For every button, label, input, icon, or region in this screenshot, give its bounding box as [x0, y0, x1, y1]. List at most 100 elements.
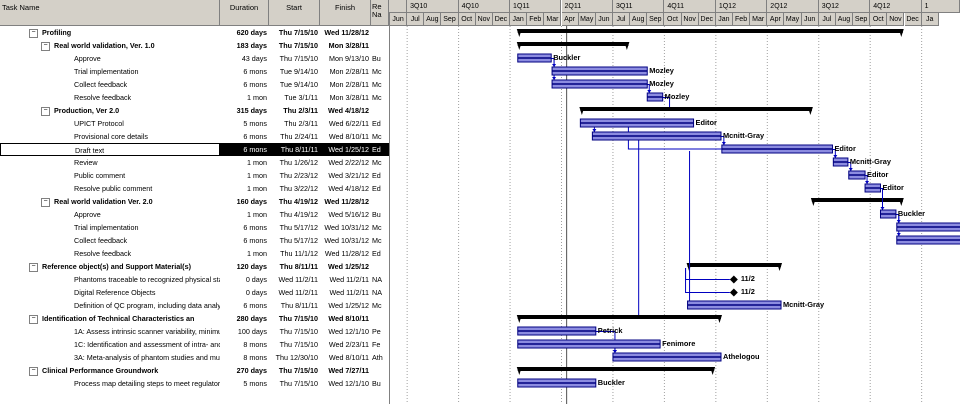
task-name-cell[interactable]: 1A: Assess intrinsic scanner variability… — [0, 325, 220, 338]
table-row[interactable]: Phantoms traceable to recognized physica… — [0, 273, 389, 286]
finish-cell[interactable]: Wed 12/1/10 — [328, 379, 369, 388]
collapse-icon[interactable]: − — [41, 197, 50, 207]
table-row[interactable]: Process map detailing steps to meet regu… — [0, 377, 389, 390]
resource-cell[interactable]: Mc — [372, 132, 382, 141]
resource-cell[interactable]: Mc — [372, 301, 382, 310]
table-row[interactable]: − Real world validation Ver. 2.0 160 days T… — [0, 195, 389, 208]
table-row[interactable]: Trial implementation 6 mons Tue 9/14/10 Mon… — [0, 65, 389, 78]
resource-cell[interactable] — [371, 26, 389, 39]
resource-cell[interactable]: Ed — [372, 249, 381, 258]
duration-cell[interactable]: 1 mon — [247, 93, 267, 102]
table-row[interactable]: − Production, Ver 2.0 315 days Thu 2/3/11 We… — [0, 104, 389, 117]
resource-cell[interactable]: Ed — [371, 143, 389, 156]
resource-cell[interactable]: Bu — [372, 54, 381, 63]
table-row[interactable]: − Profiling 620 days Thu 7/15/10 Wed 11/28/1… — [0, 26, 389, 39]
duration-cell[interactable]: 0 days — [245, 288, 267, 297]
duration-cell[interactable]: 1 mon — [247, 210, 267, 219]
table-row[interactable]: − Real world validation, Ver. 1.0 183 days… — [0, 39, 389, 52]
start-cell[interactable]: Thu 7/15/10 — [279, 379, 318, 388]
table-row[interactable]: 1C: Identification and assessment of int… — [0, 338, 389, 351]
start-cell[interactable]: Tue 3/1/11 — [284, 93, 318, 102]
start-cell[interactable]: Thu 7/15/10 — [278, 366, 318, 375]
finish-cell[interactable]: Wed 6/22/11 — [328, 119, 369, 128]
start-cell[interactable]: Thu 4/19/12 — [278, 197, 318, 206]
table-row[interactable]: Digital Reference Objects 0 days Wed 11/2/… — [0, 286, 389, 299]
task-name-cell[interactable]: Digital Reference Objects — [0, 286, 220, 299]
resource-cell[interactable]: Mc — [372, 93, 382, 102]
start-cell[interactable]: Thu 1/26/12 — [279, 158, 318, 167]
start-cell[interactable]: Thu 11/1/12 — [280, 249, 318, 258]
task-name-cell[interactable]: − Identification of Technical Characteris… — [0, 312, 220, 325]
finish-cell[interactable]: Wed 1/25/12 — [320, 143, 371, 156]
start-cell[interactable]: Tue 9/14/10 — [279, 67, 318, 76]
start-cell[interactable]: Wed 11/2/11 — [278, 288, 318, 297]
resource-cell[interactable]: NA — [372, 288, 382, 297]
task-name-cell[interactable]: Public comment — [0, 169, 220, 182]
task-name-cell[interactable]: − Real world validation, Ver. 1.0 — [0, 39, 220, 52]
resource-cell[interactable]: Mc — [372, 158, 382, 167]
task-name-cell[interactable]: Provisional core details — [0, 130, 220, 143]
duration-cell[interactable]: 620 days — [236, 28, 267, 37]
duration-cell[interactable]: 1 mon — [247, 158, 267, 167]
table-row[interactable]: UPICT Protocol 5 mons Thu 2/3/11 Wed 6/22/1… — [0, 117, 389, 130]
finish-cell[interactable]: Wed 5/16/12 — [328, 210, 369, 219]
task-name-cell[interactable]: Trial implementation — [0, 65, 220, 78]
resource-cell[interactable]: Mc — [372, 236, 382, 245]
collapse-icon[interactable]: − — [29, 314, 38, 324]
collapse-icon[interactable]: − — [29, 262, 38, 272]
start-cell[interactable]: Thu 7/15/10 — [278, 28, 318, 37]
start-cell[interactable]: Thu 8/11/11 — [269, 143, 320, 156]
finish-cell[interactable]: Wed 2/22/12 — [328, 158, 369, 167]
finish-cell[interactable]: Wed 7/27/11 — [328, 366, 369, 375]
col-header-duration[interactable]: Duration — [220, 0, 269, 26]
duration-cell[interactable]: 1 mon — [247, 171, 267, 180]
resource-cell[interactable]: Mc — [372, 223, 382, 232]
resource-cell[interactable] — [371, 260, 389, 273]
start-cell[interactable]: Thu 2/23/12 — [279, 171, 318, 180]
duration-cell[interactable]: 1 mon — [247, 249, 267, 258]
task-name-cell[interactable]: Trial implementation — [0, 221, 220, 234]
table-row[interactable]: Provisional core details 6 mons Thu 2/24/1… — [0, 130, 389, 143]
finish-cell[interactable]: Mon 2/28/11 — [329, 67, 369, 76]
resource-cell[interactable] — [371, 39, 389, 52]
collapse-icon[interactable]: − — [29, 366, 38, 376]
task-name-cell[interactable]: Approve — [0, 52, 220, 65]
resource-cell[interactable]: NA — [372, 275, 382, 284]
duration-cell[interactable]: 8 mons — [243, 340, 267, 349]
table-row[interactable]: Definition of QC program, including data… — [0, 299, 389, 312]
start-cell[interactable]: Thu 8/11/11 — [279, 262, 318, 271]
duration-cell[interactable]: 5 mons — [243, 379, 267, 388]
finish-cell[interactable]: Wed 2/23/11 — [328, 340, 369, 349]
resource-cell[interactable] — [371, 195, 389, 208]
duration-cell[interactable]: 6 mons — [220, 143, 269, 156]
task-name-cell[interactable]: − Real world validation Ver. 2.0 — [0, 195, 220, 208]
finish-cell[interactable]: Mon 3/28/11 — [329, 93, 369, 102]
start-cell[interactable]: Thu 4/19/12 — [279, 210, 318, 219]
collapse-icon[interactable]: − — [41, 41, 50, 51]
start-cell[interactable]: Wed 11/2/11 — [278, 275, 318, 284]
task-name-cell[interactable]: − Profiling — [0, 26, 220, 39]
duration-cell[interactable]: 6 mons — [243, 223, 267, 232]
duration-cell[interactable]: 160 days — [236, 197, 267, 206]
table-row[interactable]: Review 1 mon Thu 1/26/12 Wed 2/22/12 Mc — [0, 156, 389, 169]
task-name-cell[interactable]: − Clinical Performance Groundwork — [0, 364, 220, 377]
finish-cell[interactable]: Wed 11/2/11 — [329, 288, 369, 297]
task-name-cell[interactable]: 3A: Meta-analysis of phantom studies and… — [0, 351, 220, 364]
finish-cell[interactable]: Mon 2/28/11 — [329, 80, 369, 89]
finish-cell[interactable]: Wed 4/18/12 — [327, 106, 369, 115]
resource-cell[interactable]: Fe — [372, 340, 381, 349]
table-row[interactable]: Resolve public comment 1 mon Thu 3/22/12 We… — [0, 182, 389, 195]
table-row[interactable]: Collect feedback 6 mons Thu 5/17/12 Wed 10/… — [0, 234, 389, 247]
table-row[interactable]: Approve 1 mon Thu 4/19/12 Wed 5/16/12 Bu — [0, 208, 389, 221]
col-header-start[interactable]: Start — [269, 0, 320, 26]
resource-cell[interactable]: Bu — [372, 210, 381, 219]
finish-cell[interactable]: Wed 11/28/12 — [324, 249, 369, 258]
table-row[interactable]: Public comment 1 mon Thu 2/23/12 Wed 3/21/1… — [0, 169, 389, 182]
duration-cell[interactable]: 100 days — [237, 327, 267, 336]
finish-cell[interactable]: Wed 3/21/12 — [328, 171, 369, 180]
task-name-cell[interactable]: Phantoms traceable to recognized physica… — [0, 273, 220, 286]
finish-cell[interactable]: Wed 8/10/11 — [328, 353, 369, 362]
table-row[interactable]: − Clinical Performance Groundwork 270 days… — [0, 364, 389, 377]
start-cell[interactable]: Thu 2/3/11 — [283, 106, 318, 115]
duration-cell[interactable]: 1 mon — [247, 184, 267, 193]
